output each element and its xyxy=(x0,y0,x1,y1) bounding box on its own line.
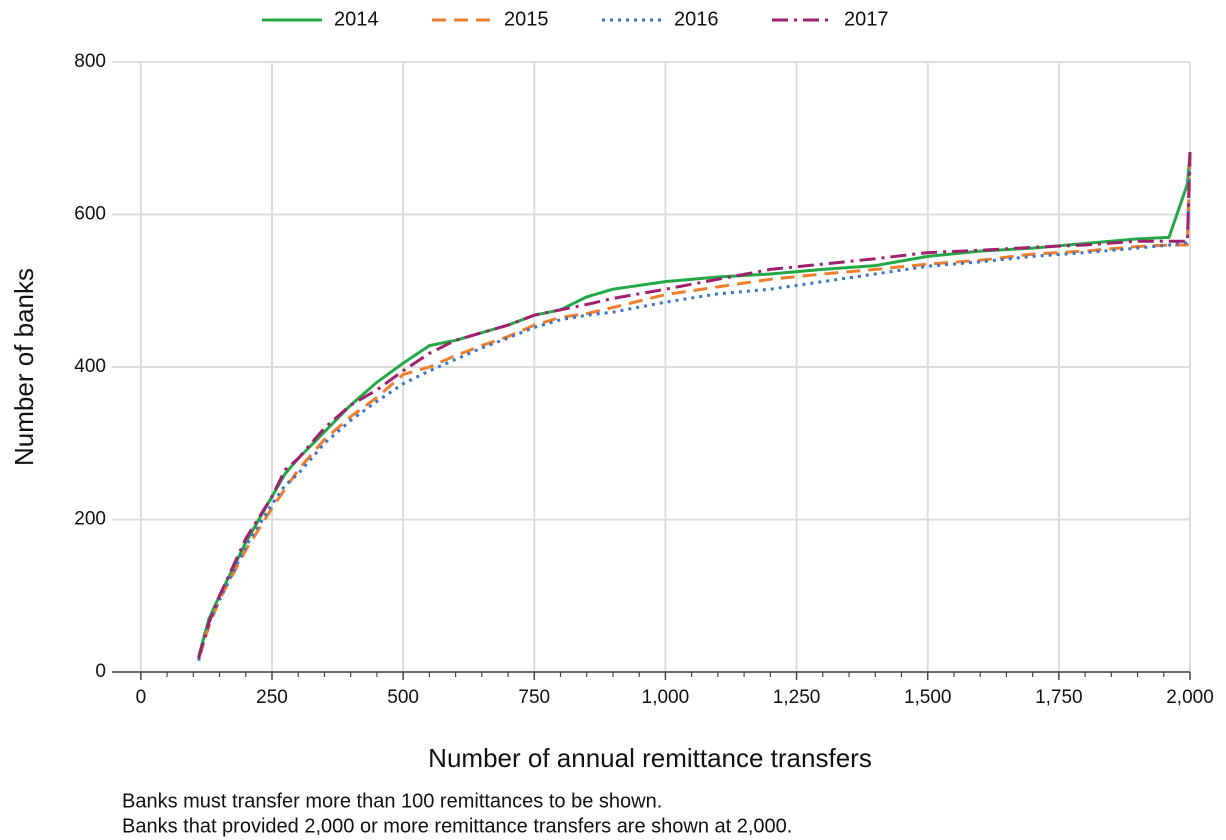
series-line xyxy=(197,153,1192,659)
series-line xyxy=(197,151,1192,659)
y-tick-label: 0 xyxy=(95,661,106,682)
y-tick-label: 600 xyxy=(74,204,106,225)
y-axis-label: Number of banks xyxy=(9,268,39,466)
x-tick-label: 500 xyxy=(387,687,419,708)
x-tick-label: 1,000 xyxy=(642,687,690,708)
legend-label: 2014 xyxy=(334,8,379,30)
legend-label: 2015 xyxy=(504,8,549,30)
x-tick-label: 250 xyxy=(256,687,288,708)
y-tick-label: 800 xyxy=(74,51,106,72)
x-tick-label: 2,000 xyxy=(1166,687,1214,708)
annotation: Banks that provided 2,000 or more remitt… xyxy=(122,815,792,837)
x-tick-label: 1,500 xyxy=(904,687,952,708)
legend-label: 2016 xyxy=(674,8,719,30)
x-tick-label: 0 xyxy=(136,687,147,708)
annotation: Banks must transfer more than 100 remitt… xyxy=(122,790,662,812)
x-tick-label: 1,250 xyxy=(773,687,821,708)
legend-label: 2017 xyxy=(844,8,889,30)
x-axis-label: Number of annual remittance transfers xyxy=(428,743,872,773)
y-tick-label: 200 xyxy=(74,509,106,530)
x-tick-label: 1,750 xyxy=(1035,687,1083,708)
y-tick-label: 400 xyxy=(74,356,106,377)
series-line xyxy=(197,153,1192,658)
x-tick-label: 750 xyxy=(518,687,550,708)
